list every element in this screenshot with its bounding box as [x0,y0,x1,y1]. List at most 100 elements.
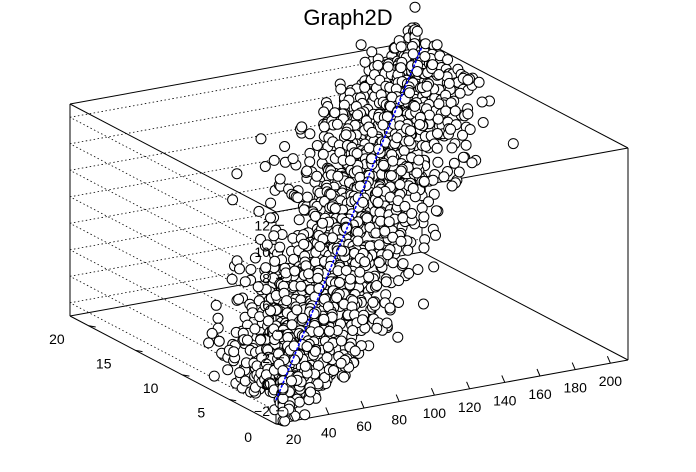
data-point [262,315,274,327]
data-point [361,212,373,224]
data-point [383,216,395,228]
data-point [403,135,415,147]
data-point [449,105,461,117]
data-point [297,312,309,324]
data-point [334,277,345,288]
data-point [366,126,378,138]
data-point [261,239,273,251]
data-point [421,80,433,92]
data-point [265,212,276,224]
data-point [329,107,341,119]
data-point [438,171,450,183]
data-point [384,302,396,314]
data-point [249,323,261,335]
data-point [292,192,304,204]
data-point [409,1,421,13]
z-axis-tick-labels: −2 0 2 4 6 8 10 12 [254,217,270,418]
data-point [296,121,308,133]
data-point [366,46,378,58]
data-point [363,271,375,283]
data-point [294,396,305,408]
data-point [431,142,443,154]
data-point [332,170,344,182]
data-point [430,205,442,217]
data-point [226,273,238,285]
data-point [208,370,220,382]
data-point [418,298,429,310]
y-axis-tick-labels: 0 5 10 15 20 [49,331,252,445]
z-tick-label: 4 [262,323,270,339]
data-point [403,267,415,279]
data-point [418,242,430,254]
z-grid-left-wall [69,143,277,253]
data-point [313,282,325,294]
data-point [335,83,347,95]
x-tick [571,362,576,370]
data-point [387,155,399,167]
data-point [404,87,415,99]
data-point [272,329,283,341]
data-point [295,280,307,292]
x-axis-tick-labels: 20 40 60 80 100 120 140 160 180 200 [286,373,622,447]
data-point [373,239,385,251]
data-point [352,109,363,121]
data-point [363,142,375,154]
data-point [476,96,488,108]
data-point [322,341,334,353]
data-point [427,59,438,71]
data-point [210,299,222,311]
data-point [357,314,369,326]
data-point [399,200,411,212]
data-point [462,74,474,86]
y-tick [275,423,284,426]
x-tick [360,400,365,409]
data-point [234,263,245,275]
data-point [335,335,347,347]
data-point [231,168,243,180]
data-point [349,345,361,357]
x-tick-label: 180 [564,380,588,396]
data-point [428,261,440,273]
data-point [253,205,265,217]
data-point [329,203,341,214]
data-point [312,272,324,284]
data-point [395,165,407,177]
data-point [318,121,330,133]
data-point [397,258,409,270]
data-point [446,180,458,192]
x-tick [501,375,506,383]
x-tick-label: 20 [286,431,302,447]
back-top-edge [69,39,423,105]
data-point [446,142,458,154]
data-point [385,170,397,182]
data-point [245,264,257,275]
z-grid-left-wall [69,249,277,359]
data-point [327,232,338,244]
data-point [308,308,320,320]
data-point [228,346,240,358]
data-point [304,128,316,140]
data-point [301,341,313,352]
data-point [344,155,356,167]
z-tick-label: 6 [262,297,270,313]
fit-line-group [275,46,423,401]
data-point [318,106,330,118]
data-point [338,371,350,383]
data-point [432,128,443,139]
data-point [473,76,485,88]
x-tick [606,356,611,364]
frame-3d-box [69,39,629,425]
data-point [206,327,218,339]
y-tick-label: 5 [197,405,205,421]
data-point [255,133,267,145]
z-tick-label: −2 [254,403,270,419]
x-tick-label: 40 [321,424,337,440]
data-point [381,317,393,329]
data-point [442,54,454,66]
data-point [372,196,384,208]
data-point [323,325,335,337]
data-point [432,156,444,168]
data-point [311,170,323,182]
data-point [411,66,423,77]
